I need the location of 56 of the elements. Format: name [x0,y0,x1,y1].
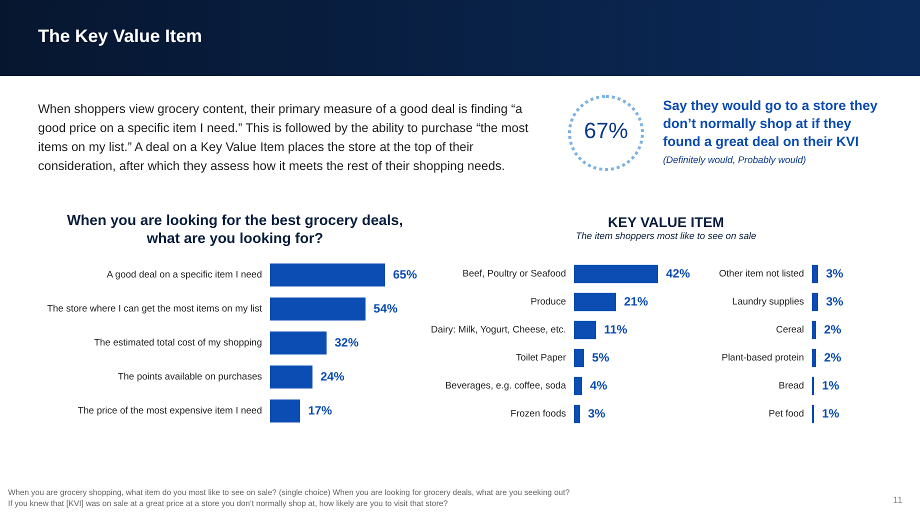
bar [270,263,385,287]
bar [574,264,658,284]
text: The Key Value Item [38,26,202,47]
data-label: 54% [374,301,398,316]
chart-title: KEY VALUE ITEM [606,214,726,230]
data-label: 4% [590,378,608,392]
y-tick-label: Toilet Paper [516,352,566,364]
y-tick-label: Other item not listed [718,268,804,280]
bar [270,297,366,321]
data-label: 3% [826,294,844,308]
data-label: 32% [334,335,359,350]
y-tick-label: A good deal on a specific item I need [106,270,262,281]
bar [574,292,616,312]
data-label: 24% [320,369,345,384]
y-tick-label: Dairy: Milk, Yogurt, Cheese, etc. [430,324,566,336]
data-label: 1% [822,378,840,392]
chart-subtitle: The item shoppers most like to see on sale [574,231,758,242]
y-tick-label: The price of the most expensive item I need [78,406,262,417]
data-label: 17% [308,403,332,418]
data-label: 42% [666,266,690,280]
bar [270,331,327,355]
y-tick-label: Beef, Poultry or Seafood [462,268,566,280]
y-tick-label: Produce [530,296,566,308]
bar [574,404,580,424]
data-label: 11% [604,322,628,336]
data-label: 3% [826,266,844,280]
bar [270,399,300,423]
bar [574,348,584,368]
y-tick-label: The points available on purchases [118,372,262,383]
data-label: 21% [624,294,648,308]
text: If you knew that [KVI] was on sale at a great price at a store you don’t normally shop at, how likely are you to visit that store? [8,499,448,508]
y-tick-label: Frozen foods [510,408,566,420]
data-label: 3% [588,406,606,420]
text: When you are grocery shopping, what item do you most like to see on sale? (single choice) When you are looking for grocery deals, what are you seeking out? [8,488,570,497]
chart-title: When you are looking for the best grocery deals, what are you looking for? [66,212,404,248]
data-label: 65% [393,267,418,282]
y-tick-label: Plant-based protein [722,352,804,364]
y-tick-label: The estimated total cost of my shopping [94,338,262,349]
text: Say they would go to a store they don’t normally shop at if they found a great deal on their KVI [663,97,878,151]
y-tick-label: The store where I can get the most items on my list [47,304,262,315]
bar [574,320,596,340]
y-tick-label: Laundry supplies [732,296,804,308]
bar [270,365,312,389]
bar [574,376,582,396]
data-label: 2% [824,322,842,336]
data-label: 1% [822,406,840,420]
text: 67% [582,118,630,144]
y-tick-label: Cereal [776,324,804,336]
y-tick-label: Pet food [768,408,804,420]
data-label: 2% [824,350,842,364]
y-tick-label: Bread [778,380,804,392]
text: 11 [893,495,902,505]
text: (Definitely would, Probably would) [663,155,806,166]
text: When shoppers view grocery content, their primary measure of a good deal is finding “a good price on a specific item I need.” This is followed by the ability to purchase “the most items on my list.” A deal on a Key Value Item places the store at the top of their consideration, after which they assess how it meets the rest of their shopping needs. [38,101,530,175]
data-label: 5% [592,350,610,364]
y-tick-label: Beverages, e.g. coffee, soda [445,380,567,392]
